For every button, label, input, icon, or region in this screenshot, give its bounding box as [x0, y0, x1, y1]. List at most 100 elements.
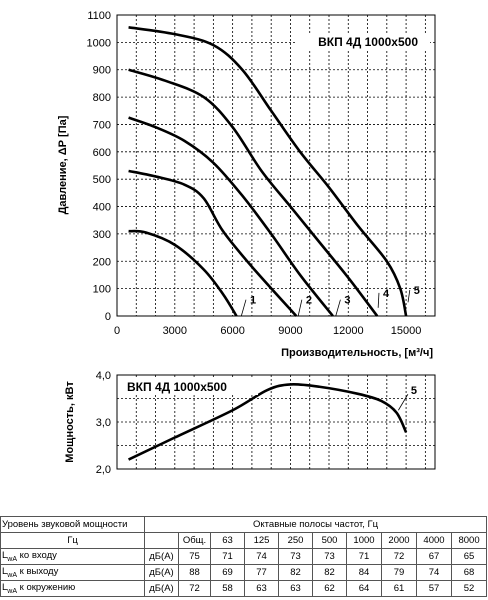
pressure-x-tick-label: 9000: [278, 325, 302, 337]
table-header-row: Гц Общ. 63 125 250 500 1000 2000 4000 8000: [0, 532, 488, 549]
pressure-y-tick-label: 800: [93, 92, 111, 104]
octave-band-header: 2000: [381, 532, 417, 549]
pressure-y-tick-label: 100: [93, 284, 111, 296]
pressure-curve-label: 3: [344, 295, 350, 307]
pressure-curve-3: [128, 116, 334, 317]
power-plot-frame: [116, 374, 436, 470]
sound-power-table: Уровень звуковой мощности Октавные полос…: [0, 516, 488, 597]
sound-power-table-container: Уровень звуковой мощности Октавные полос…: [0, 516, 488, 597]
pressure-y-tick-label: 600: [93, 147, 111, 159]
pressure-curve-label: 4: [383, 288, 390, 300]
octave-band-header: 1000: [346, 532, 382, 549]
pressure-y-tick-label: 200: [93, 256, 111, 268]
pressure-y-tick-label: 400: [93, 202, 111, 214]
pressure-y-tick-label: 700: [93, 119, 111, 131]
table-cell: 74: [244, 548, 279, 565]
row-unit: дБ(А): [144, 564, 179, 581]
pressure-plot-frame: [116, 14, 436, 317]
curve-label-leader: [407, 290, 411, 303]
pressure-y-tick-label: 1000: [87, 37, 111, 49]
table-cell: 77: [244, 564, 279, 581]
power-tick-labels: 2,0 3,0 4,0: [96, 370, 111, 476]
octave-band-header: 125: [244, 532, 279, 549]
table-cell: 74: [416, 564, 452, 581]
power-y-tick-label: 3,0: [96, 417, 111, 429]
pressure-curve-2: [128, 169, 298, 317]
curve-label-leader: [240, 299, 247, 317]
table-cell: 67: [416, 548, 452, 565]
pressure-curves: [128, 26, 408, 317]
pressure-curve-4: [128, 68, 379, 317]
table-cell: 71: [346, 548, 382, 565]
pressure-x-tick-label: 15000: [391, 325, 422, 337]
octave-band-header: 63: [210, 532, 245, 549]
pressure-grid: [117, 15, 435, 316]
row-unit: дБ(А): [144, 548, 179, 565]
power-curve-labels: 5: [398, 385, 417, 411]
pressure-x-tick-label: 12000: [333, 325, 364, 337]
pressure-tick-labels: 0 100 200 300 400 500 600 700 800 900 1000 1100 0 300…: [87, 10, 422, 337]
table-cell: 57: [416, 580, 452, 597]
power-chart-title: ВКП 4Д 1000х500: [127, 380, 227, 394]
table-cell: 71: [210, 548, 245, 565]
pressure-chart-title: ВКП 4Д 1000х500: [318, 35, 418, 49]
table-cell: 73: [278, 548, 313, 565]
octave-band-header: 8000: [450, 532, 488, 549]
pressure-x-axis-title: Производительность, [м³/ч]: [281, 347, 433, 359]
curve-label-leader: [377, 292, 380, 308]
table-cell: 64: [346, 580, 382, 597]
octave-bands-caption: Октавные полосы частот, Гц: [143, 516, 488, 533]
pressure-title-box: [296, 33, 430, 51]
power-y-tick-label: 4,0: [96, 370, 111, 382]
power-grid: [117, 375, 435, 469]
header-total-cell: Общ.: [178, 532, 211, 549]
pressure-x-tick-label: 3000: [163, 325, 187, 337]
table-cell: 79: [381, 564, 417, 581]
table-cell: 68: [450, 564, 488, 581]
curve-label-leader: [297, 299, 303, 317]
table-caption: Уровень звуковой мощности: [0, 516, 145, 533]
power-curves: [128, 382, 408, 461]
table-cell: 61: [381, 580, 417, 597]
row-label: LwA к окружению: [0, 580, 145, 597]
power-y-tick-label: 2,0: [96, 464, 111, 476]
pressure-y-tick-label: 300: [93, 229, 111, 241]
header-empty-cell: [144, 532, 179, 549]
octave-band-header: 250: [278, 532, 313, 549]
power-y-axis-title: Мощность, кВт: [64, 381, 76, 463]
row-label: LwA к выходу: [0, 564, 145, 581]
table-cell: 63: [278, 580, 313, 597]
table-row: LwA к выходу дБ(А) 88 69 77 82 82 84 79 74 68: [0, 564, 488, 581]
table-cell: 52: [450, 580, 488, 597]
power-curve-label: 5: [411, 385, 417, 397]
pressure-curve-5: [128, 26, 408, 317]
power-chart: 2,0 3,0 4,0 ВКП 4Д 1000х500 5 Мощность, кВ…: [64, 370, 436, 476]
pressure-y-tick-label: 0: [105, 311, 111, 323]
power-title-box: [124, 379, 258, 395]
pressure-y-tick-label: 900: [93, 65, 111, 77]
curve-label-leader: [398, 393, 409, 411]
table-row: LwA ко входу дБ(А) 75 71 74 73 73 71 72 67 65: [0, 548, 488, 565]
table-cell: 62: [312, 580, 347, 597]
pressure-chart: 0 100 200 300 400 500 600 700 800 900 1000 1100 0 300…: [57, 10, 436, 359]
table-cell: 84: [346, 564, 382, 581]
table-cell: 73: [312, 548, 347, 565]
table-cell: 82: [312, 564, 347, 581]
row-unit: дБ(А): [144, 580, 179, 597]
table-cell: 72: [381, 548, 417, 565]
pressure-curve-labels: 1 2 3 4 5: [240, 285, 420, 317]
header-unit-cell: Гц: [0, 532, 145, 549]
power-curve-5: [128, 382, 408, 461]
curve-label-leader: [335, 299, 341, 317]
octave-band-header: 500: [312, 532, 347, 549]
table-cell: 65: [450, 548, 488, 565]
row-label: LwA ко входу: [0, 548, 145, 565]
pressure-x-tick-label: 0: [114, 325, 120, 337]
pressure-y-axis-title: Давление, ΔР [Па]: [57, 115, 69, 214]
octave-band-header: 4000: [416, 532, 452, 549]
table-cell: 75: [178, 548, 211, 565]
pressure-curve-label: 5: [414, 285, 420, 297]
pressure-curve-label: 1: [250, 295, 256, 307]
table-cell: 72: [178, 580, 211, 597]
table-caption-row: Уровень звуковой мощности Октавные полос…: [0, 516, 488, 533]
